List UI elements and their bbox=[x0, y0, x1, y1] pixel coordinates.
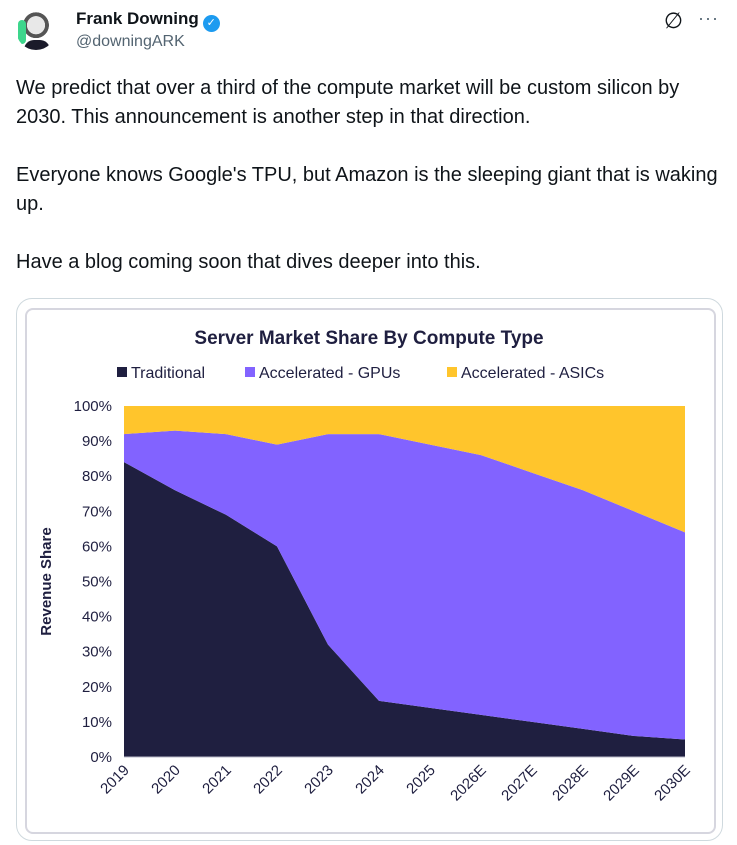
author-name[interactable]: Frank Downing ✓ bbox=[76, 9, 220, 32]
y-axis-label: Revenue Share bbox=[38, 527, 55, 635]
avatar[interactable] bbox=[16, 10, 56, 50]
post-text: We predict that over a third of the comp… bbox=[16, 74, 721, 306]
area-series-0 bbox=[124, 462, 685, 757]
post-paragraph: Have a blog coming soon that dives deepe… bbox=[16, 251, 481, 273]
chart-frame bbox=[25, 308, 716, 834]
area-series-2 bbox=[124, 406, 685, 533]
x-tick-label: 2029E bbox=[600, 762, 643, 805]
area-series-1 bbox=[124, 430, 685, 740]
author-name-text: Frank Downing bbox=[76, 9, 199, 28]
x-tick-label: 2021 bbox=[199, 762, 235, 798]
y-tick-label: 70% bbox=[82, 503, 112, 520]
y-tick-label: 40% bbox=[82, 609, 112, 626]
legend-swatch bbox=[245, 367, 255, 377]
x-tick-label: 2022 bbox=[250, 762, 286, 798]
y-tick-label: 10% bbox=[82, 714, 112, 731]
legend-label: Accelerated - GPUs bbox=[259, 365, 400, 382]
grok-icon[interactable]: ∅ bbox=[663, 8, 683, 33]
x-tick-label: 2024 bbox=[352, 762, 388, 798]
y-tick-label: 90% bbox=[82, 433, 112, 450]
legend-label: Accelerated - ASICs bbox=[461, 365, 604, 382]
post-header: Frank Downing ✓ @downingARK ∅ ··· bbox=[16, 6, 721, 56]
verified-badge-icon: ✓ bbox=[202, 15, 220, 32]
y-tick-label: 30% bbox=[82, 644, 112, 661]
stacked-area-chart: Server Market Share By Compute Type Tradi… bbox=[38, 328, 694, 805]
legend-swatch bbox=[447, 367, 457, 377]
chart-title: Server Market Share By Compute Type bbox=[194, 328, 543, 349]
post-paragraph: Everyone knows Google's TPU, but Amazon … bbox=[16, 164, 718, 215]
x-tick-label: 2026E bbox=[447, 762, 490, 805]
y-tick-label: 0% bbox=[90, 749, 112, 766]
post-image[interactable]: Server Market Share By Compute Type Tradi… bbox=[16, 298, 723, 841]
y-tick-label: 100% bbox=[74, 398, 112, 415]
y-tick-label: 60% bbox=[82, 538, 112, 555]
x-tick-label: 2019 bbox=[97, 762, 133, 798]
x-tick-label: 2027E bbox=[498, 762, 541, 805]
author-handle[interactable]: @downingARK bbox=[76, 33, 185, 50]
y-tick-label: 50% bbox=[82, 574, 112, 591]
x-tick-label: 2028E bbox=[549, 762, 592, 805]
x-tick-label: 2023 bbox=[301, 762, 337, 798]
x-tick-label: 2020 bbox=[148, 762, 184, 798]
y-tick-label: 20% bbox=[82, 679, 112, 696]
x-tick-label: 2025 bbox=[403, 762, 439, 798]
legend-label: Traditional bbox=[131, 365, 205, 382]
post-paragraph: We predict that over a third of the comp… bbox=[16, 77, 680, 128]
legend-swatch bbox=[117, 367, 127, 377]
x-tick-label: 2030E bbox=[651, 762, 694, 805]
more-icon[interactable]: ··· bbox=[698, 8, 719, 28]
y-tick-label: 80% bbox=[82, 468, 112, 485]
